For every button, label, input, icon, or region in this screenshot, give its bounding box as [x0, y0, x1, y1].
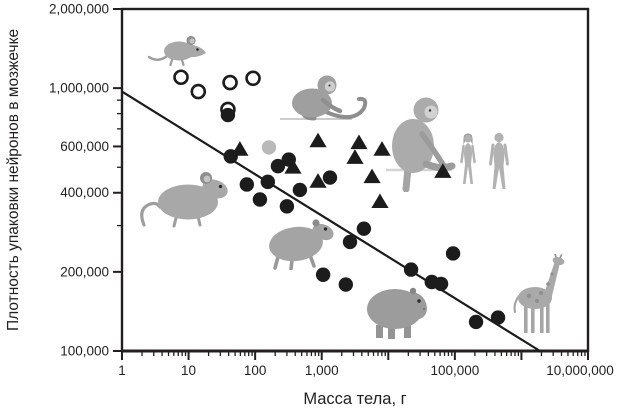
- triangles-point: [346, 149, 364, 164]
- y-tick-label: 100,000: [60, 344, 109, 359]
- plot-border: [120, 7, 590, 353]
- mouse-illustration: [147, 35, 206, 66]
- open-circles-point: [173, 69, 189, 86]
- triangles-point: [363, 168, 381, 184]
- rat-illustration: [140, 172, 228, 228]
- filled-circles-point: [356, 221, 372, 236]
- filled-circles-point: [252, 192, 268, 207]
- open-circles-point: [190, 83, 207, 100]
- gray-circle-point: [261, 140, 277, 155]
- y-tick-label: 600,000: [60, 139, 109, 154]
- triangles-point: [309, 132, 327, 148]
- filled-circles-point: [490, 310, 506, 325]
- filled-circles-point: [322, 170, 338, 185]
- x-tick-label: 10: [181, 363, 196, 378]
- triangles-point: [434, 163, 452, 178]
- capybara-illustration: [367, 287, 427, 339]
- x-tick-label: 10,000,000: [546, 363, 614, 378]
- y-axis-title: Плотность упаковки нейронов в мозжечке: [5, 28, 22, 332]
- filled-circles-point: [260, 174, 276, 190]
- giraffe-illustration: [513, 254, 565, 333]
- x-tick-label: 100,000: [430, 363, 479, 378]
- trend-line: [121, 90, 541, 352]
- x-axis-title: Масса тела, г: [303, 390, 407, 408]
- x-tick-label: 1: [118, 363, 126, 378]
- filled-circles-point: [315, 267, 331, 282]
- agouti-illustration: [269, 219, 334, 270]
- y-tick-label: 400,000: [60, 185, 109, 200]
- macaque-illustration: [386, 97, 456, 192]
- filled-circles-point: [281, 152, 296, 167]
- y-tick-label: 2,000,000: [49, 2, 109, 17]
- filled-circles-point: [279, 199, 295, 214]
- x-tick-label: 1,000: [305, 363, 339, 378]
- capuchin-monkey-illustration: [280, 75, 368, 121]
- y-tick-label: 200,000: [60, 264, 109, 279]
- triangles-point: [350, 134, 368, 150]
- humans-illustration: [460, 132, 509, 189]
- y-tick-label: 1,000,000: [49, 81, 109, 96]
- filled-circles-point: [342, 234, 358, 250]
- filled-circles-point: [239, 177, 255, 192]
- filled-circles-point: [433, 276, 449, 292]
- triangles-point: [284, 159, 302, 174]
- filled-circles-point: [220, 107, 236, 123]
- filled-circles-point: [292, 182, 308, 198]
- open-circles-point: [222, 74, 238, 91]
- filled-circles-point: [338, 277, 353, 292]
- triangles-point: [373, 141, 391, 156]
- filled-circles-point: [445, 246, 461, 261]
- triangles-point: [309, 173, 327, 188]
- triangles-point: [371, 193, 389, 209]
- filled-circles-point: [270, 158, 286, 174]
- x-tick-label: 100: [244, 363, 267, 378]
- open-circles-point: [245, 70, 261, 87]
- filled-circles-point: [403, 262, 419, 277]
- filled-circles-point: [223, 149, 238, 164]
- filled-circles-point: [468, 314, 484, 330]
